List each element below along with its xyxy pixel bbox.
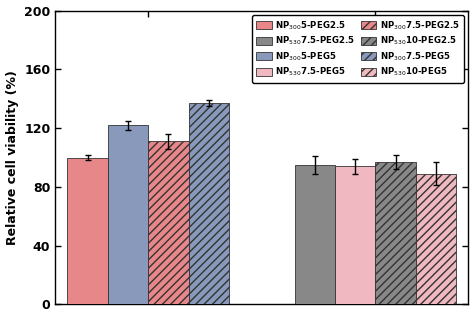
Bar [148,141,189,304]
Bar [416,174,456,304]
Legend: NP$_{300}$5-PEG2.5, NP$_{530}$7.5-PEG2.5, NP$_{300}$5-PEG5, NP$_{530}$7.5-PEG5, : NP$_{300}$5-PEG2.5, NP$_{530}$7.5-PEG2.5… [252,15,464,82]
Bar [189,103,229,304]
Y-axis label: Relative cell viability (%): Relative cell viability (%) [6,70,18,245]
Bar [67,157,108,304]
Bar [335,166,375,304]
Bar [295,165,335,304]
Bar [375,162,416,304]
Bar [108,125,148,304]
